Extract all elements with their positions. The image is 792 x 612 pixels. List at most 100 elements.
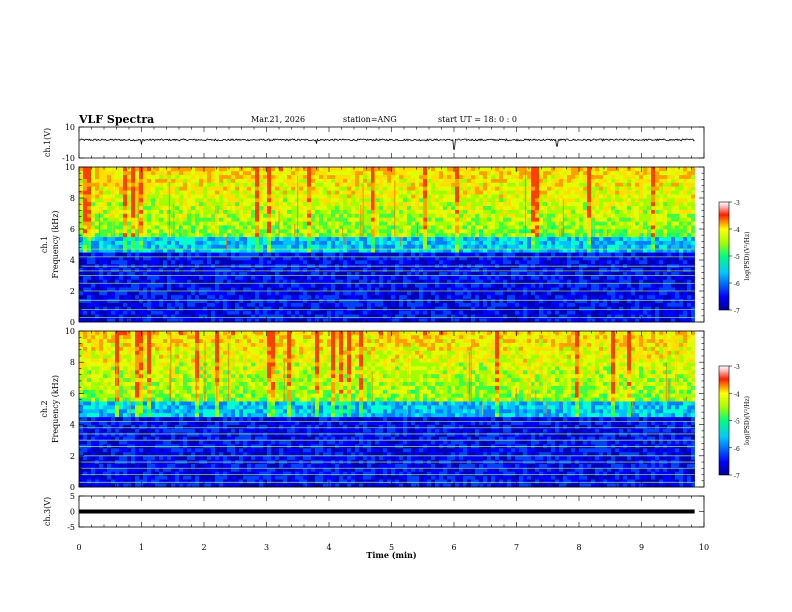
spectrogram-cell: [343, 279, 348, 284]
spectrogram-cell: [131, 260, 136, 265]
spectrogram-cell: [403, 267, 408, 272]
spectrogram-cell: [459, 213, 464, 218]
spectrogram-cell: [399, 167, 404, 172]
spectrogram-cell: [367, 221, 372, 226]
spectrogram-cell: [387, 229, 392, 234]
spectrogram-cell: [439, 256, 444, 261]
spectrogram-cell: [227, 310, 232, 315]
spectrogram-cell: [263, 302, 268, 307]
spectrogram-cell: [207, 178, 212, 183]
spectrogram-cell: [479, 201, 484, 207]
spectrogram-cell: [283, 244, 288, 249]
spectrogram-cell: [175, 275, 180, 280]
spectrogram-cell: [99, 217, 104, 222]
spectrogram-cell: [363, 271, 368, 276]
spectrogram-cell: [355, 240, 360, 245]
spectrogram-cell: [363, 287, 368, 292]
spectrogram-cell: [363, 302, 368, 307]
spectrogram-cell: [467, 186, 472, 191]
spectrogram-cell: [443, 314, 448, 319]
spectrogram-cell: [467, 217, 472, 222]
spectrogram-cell: [419, 229, 424, 234]
spectrogram-cell: [163, 221, 168, 226]
spectrogram-cell: [319, 178, 324, 183]
spectrogram-cell: [447, 271, 452, 276]
spectrogram-cell: [423, 302, 428, 307]
spectrogram-cell: [187, 298, 192, 303]
spectrogram-cell: [479, 318, 484, 323]
spectrogram-cell: [303, 271, 308, 276]
spectrogram-cell: [471, 291, 476, 296]
spectrogram-cell: [427, 217, 432, 222]
spectrogram-cell: [535, 302, 540, 307]
spectrogram-cell: [367, 252, 372, 257]
spectrogram-cell: [115, 209, 120, 214]
spectrogram-cell: [235, 194, 240, 199]
spectrogram-cell: [167, 178, 172, 183]
spectrogram-cell: [207, 260, 212, 265]
spectrogram-cell: [107, 167, 112, 172]
spectrogram-cell: [223, 194, 228, 199]
spectrogram-cell: [347, 294, 352, 300]
spectrogram-cell: [491, 213, 496, 218]
spectrogram-cell: [347, 291, 352, 296]
spectrogram-cell: [319, 217, 324, 222]
spectrogram-cell: [551, 244, 556, 249]
spectrogram-cell: [135, 252, 140, 257]
spectrogram-cell: [303, 170, 308, 176]
spectrogram-cell: [271, 314, 276, 319]
spectrogram-cell: [407, 182, 412, 187]
spectrogram-cell: [267, 194, 272, 199]
spectrogram-cell: [251, 225, 256, 230]
spectrogram-cell: [103, 287, 108, 292]
spectrogram-cell: [79, 279, 84, 284]
spectrogram-cell: [127, 190, 132, 195]
spectrogram-cell: [339, 201, 344, 207]
spectrogram-cell: [223, 283, 228, 288]
spectrogram-cell: [179, 298, 184, 303]
spectrogram-cell: [151, 291, 156, 296]
spectrogram-cell: [275, 182, 280, 187]
spectrogram-cell: [203, 310, 208, 315]
spectrogram-cell: [539, 225, 544, 230]
spectrogram-cell: [519, 205, 524, 210]
spectrogram-cell: [251, 287, 256, 292]
spectrogram-cell: [383, 217, 388, 222]
spectrogram-cell: [139, 205, 144, 210]
spectrogram-cell: [343, 167, 348, 172]
spectrogram-cell: [511, 198, 516, 203]
spectrogram-cell: [199, 167, 204, 172]
spectrogram-cell: [159, 298, 164, 303]
spectrogram-cell: [227, 198, 232, 203]
spectrogram-cell: [543, 271, 548, 276]
spectrogram-cell: [247, 240, 252, 245]
spectrogram-cell: [403, 244, 408, 249]
spectrogram-cell: [271, 209, 276, 214]
spectrogram-cell: [147, 186, 152, 191]
spectrogram-cell: [419, 170, 424, 176]
spectrogram-cell: [371, 221, 376, 226]
spectrogram-cell: [295, 170, 300, 176]
spectrogram-cell: [455, 267, 460, 272]
spectrogram-cell: [471, 182, 476, 187]
spectrogram-cell: [459, 267, 464, 272]
spectrogram-cell: [419, 213, 424, 218]
spectrogram-cell: [223, 221, 228, 226]
spectrogram-cell: [99, 232, 104, 238]
spectrogram-cell: [455, 240, 460, 245]
spectrogram-cell: [547, 209, 552, 214]
spectrogram-cell: [383, 201, 388, 207]
spectrogram-cell: [239, 182, 244, 187]
spectrogram-cell: [143, 291, 148, 296]
spectrogram-cell: [115, 294, 120, 300]
spectrogram-cell: [443, 178, 448, 183]
spectrogram-cell: [307, 217, 312, 222]
spectrogram-cell: [339, 194, 344, 199]
spectrogram-cell: [391, 194, 396, 199]
spectrogram-cell: [95, 201, 100, 207]
spectrogram-cell: [415, 279, 420, 284]
spectrogram-cell: [531, 298, 536, 303]
spectrogram-cell: [431, 310, 436, 315]
spectrogram-cell: [443, 167, 448, 172]
spectrogram-cell: [303, 217, 308, 222]
